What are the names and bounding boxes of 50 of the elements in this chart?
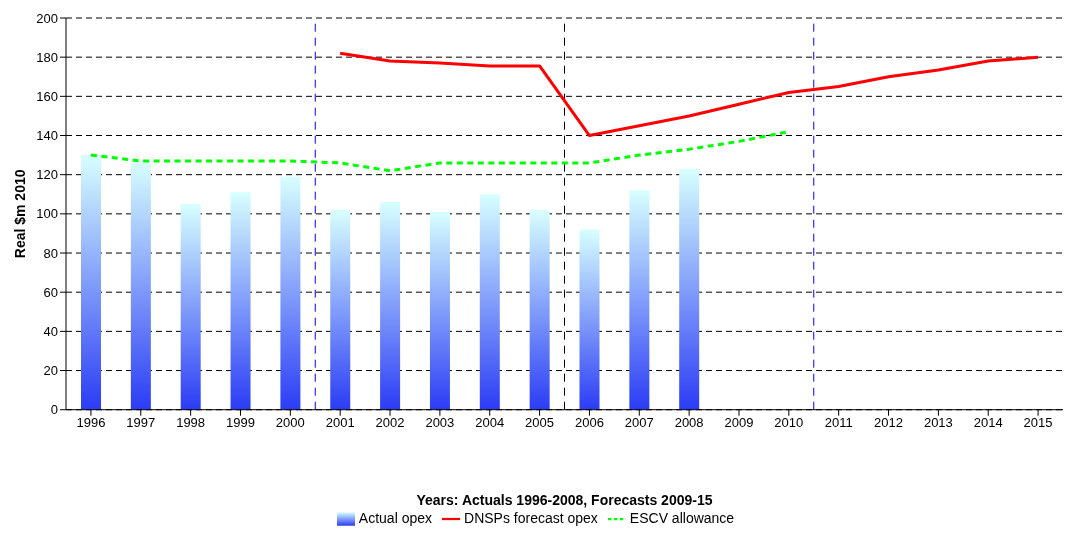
- y-tick-label: 160: [36, 88, 58, 104]
- x-tick-label: 2015: [1023, 414, 1053, 430]
- bar: [529, 209, 550, 410]
- x-tick-label: 2007: [624, 414, 654, 430]
- bar: [280, 176, 301, 410]
- y-tick-label: 140: [36, 128, 58, 144]
- bar: [130, 160, 151, 410]
- x-tick-label: 2012: [874, 414, 903, 430]
- x-tick-label: 2003: [425, 414, 455, 430]
- bar: [679, 168, 700, 410]
- x-tick-label: 2004: [475, 414, 505, 430]
- x-tick-label: 1998: [176, 414, 206, 430]
- x-tick-label: 2010: [774, 414, 804, 430]
- bar: [81, 155, 101, 410]
- bar: [629, 190, 650, 410]
- bar: [380, 202, 401, 410]
- legend-label: ESCV allowance: [629, 509, 735, 526]
- x-tick-label: 2008: [674, 414, 704, 430]
- bar: [230, 192, 251, 410]
- x-tick-label: 2006: [574, 414, 604, 430]
- y-tick-label: 20: [43, 363, 58, 379]
- y-tick-label: 100: [36, 206, 58, 222]
- y-tick-label: 180: [36, 49, 58, 65]
- line-series: [338, 51, 1040, 138]
- y-tick-label: 0: [50, 402, 58, 418]
- x-tick-label: 1996: [76, 414, 106, 430]
- x-tick-label: 2013: [923, 414, 953, 430]
- y-tick-label: 120: [36, 167, 58, 183]
- y-tick-label: 60: [43, 284, 58, 300]
- y-tick-label: 40: [43, 323, 58, 339]
- bar: [180, 204, 201, 410]
- legend-label: Actual opex: [358, 509, 433, 526]
- x-tick-label: 1997: [126, 414, 156, 430]
- bar: [579, 229, 600, 410]
- x-tick-label: 2011: [824, 414, 853, 430]
- bar: [429, 211, 450, 410]
- x-tick-label: 2005: [525, 414, 555, 430]
- x-tick-label: 1999: [226, 414, 255, 430]
- x-tick-label: 2009: [724, 414, 754, 430]
- x-tick-label: 2000: [275, 414, 305, 430]
- bar: [479, 194, 500, 410]
- y-tick-label: 80: [43, 245, 58, 261]
- x-tick-label: 2002: [375, 414, 405, 430]
- bar: [330, 209, 351, 410]
- x-tick-label: 2001: [325, 414, 355, 430]
- x-axis-title: Years: Actuals 1996-2008, Forecasts 2009-15: [416, 491, 713, 508]
- x-tick-label: 2014: [973, 414, 1003, 430]
- legend-label: DNSPs forecast opex: [464, 509, 598, 526]
- y-tick-label: 200: [36, 10, 58, 26]
- y-axis-title: Real $m 2010: [11, 169, 28, 259]
